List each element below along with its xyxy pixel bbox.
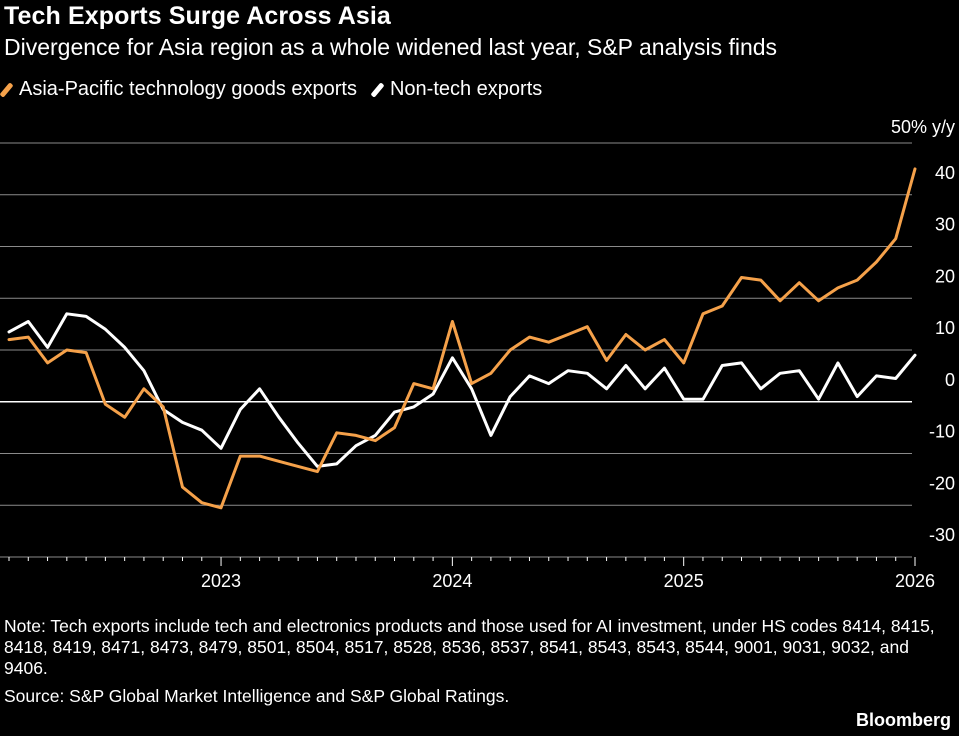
- y-tick-label: -10: [929, 422, 955, 442]
- series-line-tech: [7, 167, 917, 510]
- y-tick-label: 0: [945, 370, 955, 390]
- legend-label-non-tech: Non-tech exports: [389, 78, 543, 100]
- chart-title: Tech Exports Surge Across Asia: [4, 2, 391, 30]
- y-axis-label: 50% y/y: [891, 117, 955, 137]
- x-tick-label: 2023: [201, 571, 241, 591]
- chart-legend: Asia-Pacific technology goods exports No…: [0, 78, 560, 101]
- legend-item-tech: Asia-Pacific technology goods exports: [0, 78, 357, 101]
- legend-label-tech: Asia-Pacific technology goods exports: [19, 78, 357, 100]
- x-tick-label: 2026: [895, 571, 935, 591]
- y-tick-label: -30: [929, 525, 955, 545]
- bloomberg-logo: Bloomberg: [855, 710, 951, 730]
- chart-source: Source: S&P Global Market Intelligence a…: [4, 686, 510, 706]
- y-tick-label: 40: [935, 163, 955, 183]
- line-chart: -30 -20 -10 0 10 20 30 40 50% y/y 2023 2024 2025 202…: [0, 117, 955, 591]
- y-tick-label: 30: [935, 215, 955, 235]
- y-tick-label: 20: [935, 266, 955, 286]
- y-tick-label: 10: [935, 318, 955, 338]
- x-tick-label: 2024: [432, 571, 472, 591]
- y-tick-label: -20: [929, 473, 955, 493]
- chart-subtitle: Divergence for Asia region as a whole wi…: [4, 34, 778, 60]
- chart-note: Note: Tech exports include tech and elec…: [4, 616, 935, 678]
- x-tick-label: 2025: [664, 571, 704, 591]
- legend-item-non-tech: Non-tech exports: [370, 78, 543, 101]
